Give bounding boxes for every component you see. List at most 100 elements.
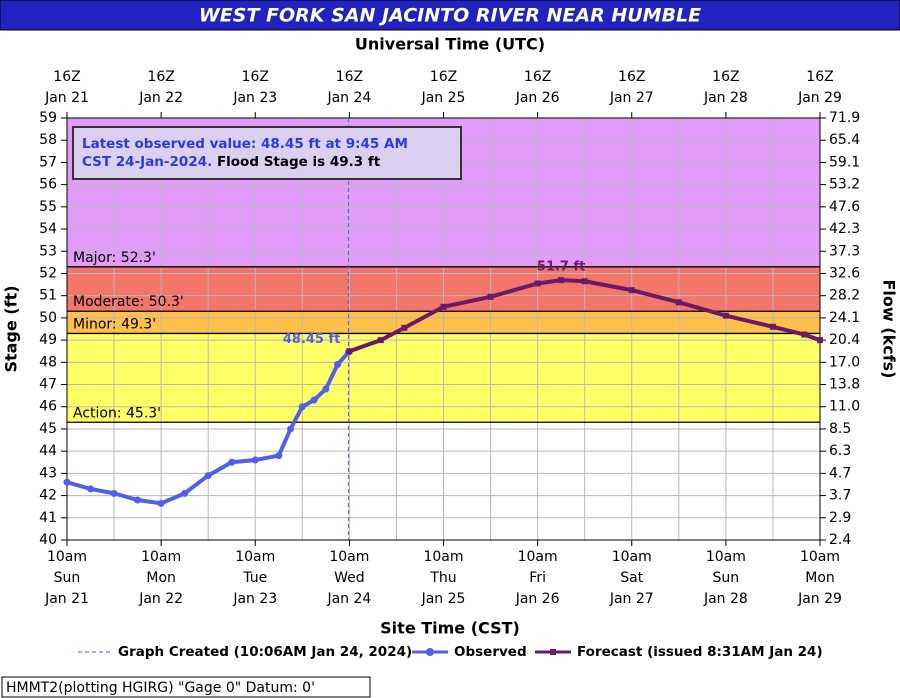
y-tick-label: 45 bbox=[39, 421, 57, 437]
x-tick-label: Sun bbox=[713, 570, 740, 586]
x-tick-label: 10am bbox=[423, 549, 463, 565]
y-tick-label: 55 bbox=[39, 199, 57, 215]
x-tick-label: 10am bbox=[47, 549, 87, 565]
x-tick-label: Jan 25 bbox=[421, 591, 466, 607]
y-tick-label: 42 bbox=[39, 488, 57, 504]
forecast-point bbox=[487, 293, 494, 300]
y2-tick-label: 42.3 bbox=[829, 221, 860, 237]
observed-point bbox=[322, 385, 330, 393]
x2-tick-label: Jan 21 bbox=[44, 90, 89, 106]
y2-tick-label: 17.0 bbox=[829, 354, 860, 370]
y2-tick-label: 32.6 bbox=[829, 265, 860, 281]
y-tick-label: 51 bbox=[39, 288, 57, 304]
y-tick-label: 58 bbox=[39, 132, 57, 148]
x-tick-label: 10am bbox=[141, 549, 181, 565]
forecast-point bbox=[801, 331, 808, 338]
y-tick-label: 40 bbox=[39, 532, 57, 548]
y2-tick-label: 2.9 bbox=[829, 510, 851, 526]
y2-tick-label: 65.4 bbox=[829, 132, 860, 148]
x2-tick-label: Jan 23 bbox=[232, 90, 277, 106]
y2-title: Flow (kcfs) bbox=[880, 280, 899, 379]
info-line: CST 24-Jan-2024. Flood Stage is 49.3 ft bbox=[82, 154, 381, 170]
y2-tick-label: 6.3 bbox=[829, 443, 851, 459]
y-title: Stage (ft) bbox=[2, 285, 21, 372]
x-tick-label: 10am bbox=[800, 549, 840, 565]
series-line bbox=[66, 350, 350, 506]
y-tick-label: 52 bbox=[39, 265, 57, 281]
y-tick-label: 50 bbox=[39, 310, 57, 326]
x2-tick-label: Jan 28 bbox=[703, 90, 748, 106]
x2-tick-label: Jan 22 bbox=[138, 90, 183, 106]
observed-point bbox=[63, 478, 71, 486]
forecast-point bbox=[377, 337, 384, 344]
x-tick-label: 10am bbox=[518, 549, 558, 565]
y-tick-label: 48 bbox=[39, 354, 57, 370]
x2-tick-label: 16Z bbox=[618, 69, 645, 85]
x2-tick-label: Jan 26 bbox=[515, 90, 560, 106]
forecast-point bbox=[628, 287, 635, 294]
x2-tick-label: 16Z bbox=[53, 69, 80, 85]
legend-label: Observed bbox=[454, 644, 527, 660]
y-tick-label: 43 bbox=[39, 465, 57, 481]
observed-point bbox=[157, 499, 165, 507]
point-annotation: 48.45 ft bbox=[283, 332, 341, 347]
x2-tick-label: 16Z bbox=[430, 69, 457, 85]
observed-point bbox=[228, 458, 236, 466]
y2-tick-label: 3.7 bbox=[829, 488, 851, 504]
x-tick-label: Jan 22 bbox=[138, 591, 183, 607]
y-tick-label: 53 bbox=[39, 243, 57, 259]
x2-tick-label: Jan 29 bbox=[797, 90, 842, 106]
flood-label: Moderate: 50.3' bbox=[73, 294, 184, 310]
y2-tick-label: 59.1 bbox=[829, 154, 860, 170]
x-tick-label: Mon bbox=[805, 570, 835, 586]
y2-tick-label: 4.7 bbox=[829, 465, 851, 481]
x2-tick-label: 16Z bbox=[712, 69, 739, 85]
y-tick-label: 59 bbox=[39, 110, 57, 126]
info-box bbox=[72, 126, 462, 180]
y-tick-label: 41 bbox=[39, 510, 57, 526]
info-observed: Latest observed value: 48.45 ft at 9:45 … bbox=[82, 136, 408, 152]
footer-box bbox=[1, 676, 371, 698]
y2-tick-label: 20.4 bbox=[829, 332, 860, 348]
y2-tick-label: 53.2 bbox=[829, 177, 860, 193]
x-tick-label: Sun bbox=[54, 570, 81, 586]
y2-tick-label: 37.3 bbox=[829, 243, 860, 259]
y2-tick-label: 47.6 bbox=[829, 199, 860, 215]
x-tick-label: Fri bbox=[529, 570, 546, 586]
observed-point bbox=[287, 425, 295, 433]
y-tick-label: 47 bbox=[39, 377, 57, 393]
flood-label: Action: 45.3' bbox=[73, 405, 161, 421]
x2-tick-label: Jan 24 bbox=[326, 90, 371, 106]
x-tick-label: Jan 27 bbox=[609, 591, 654, 607]
x2-tick-label: 16Z bbox=[806, 69, 833, 85]
footer: HMMT2(plotting HGIRG) "Gage 0" Datum: 0' bbox=[6, 680, 315, 696]
observed-point bbox=[310, 396, 318, 404]
flood-label: Minor: 49.3' bbox=[73, 316, 156, 332]
info-flood: Flood Stage is 49.3 ft bbox=[217, 154, 381, 170]
observed-point bbox=[298, 403, 306, 411]
y-tick-label: 46 bbox=[39, 399, 57, 415]
y2-tick-label: 13.8 bbox=[829, 377, 860, 393]
x-tick-label: 10am bbox=[235, 549, 275, 565]
x2-tick-label: 16Z bbox=[147, 69, 174, 85]
y2-tick-label: 28.2 bbox=[829, 288, 860, 304]
observed-point bbox=[87, 485, 95, 493]
observed-point bbox=[334, 361, 342, 369]
observed-point bbox=[110, 489, 118, 497]
x-tick-label: Wed bbox=[334, 570, 365, 586]
observed-point bbox=[275, 452, 283, 460]
x-tick-label: Jan 29 bbox=[797, 591, 842, 607]
forecast-point bbox=[769, 323, 776, 330]
y2-tick-label: 71.9 bbox=[829, 110, 860, 126]
y-tick-label: 57 bbox=[39, 154, 57, 170]
y2-tick-label: 11.0 bbox=[829, 399, 860, 415]
x2-title: Universal Time (UTC) bbox=[355, 35, 545, 54]
observed-point bbox=[134, 496, 142, 504]
forecast-point bbox=[817, 337, 823, 344]
x2-tick-label: 16Z bbox=[524, 69, 551, 85]
x-tick-label: Jan 26 bbox=[515, 591, 560, 607]
x-tick-label: Sat bbox=[620, 570, 643, 586]
forecast-point bbox=[558, 277, 565, 284]
